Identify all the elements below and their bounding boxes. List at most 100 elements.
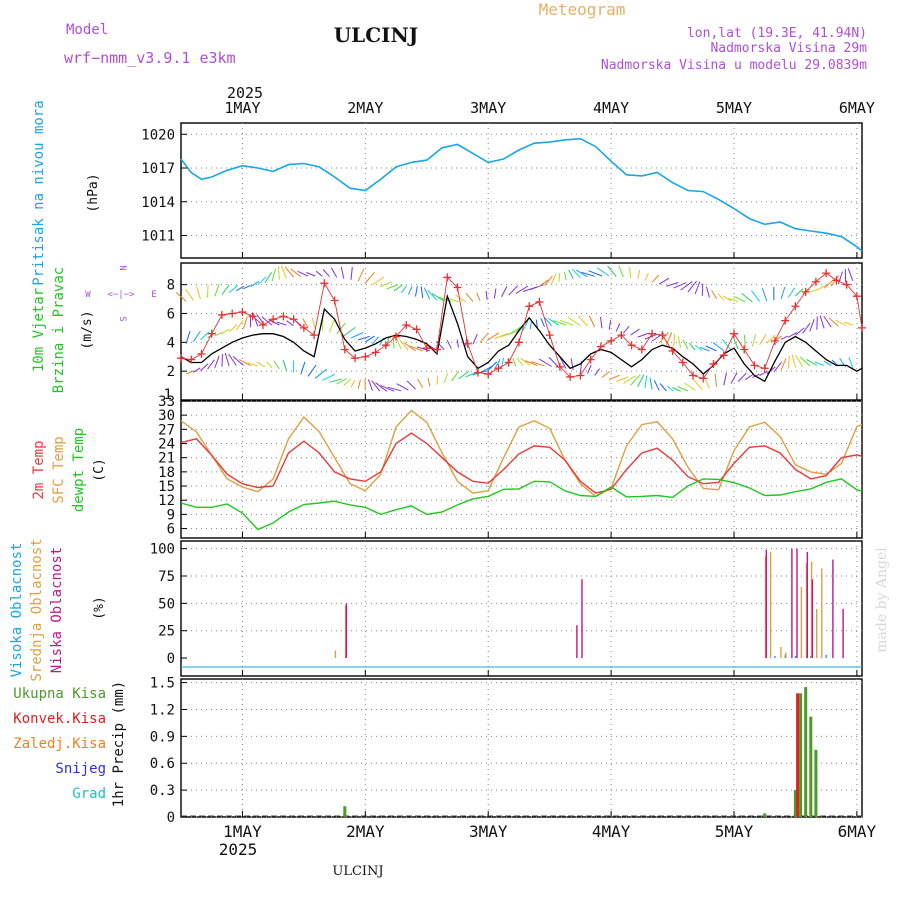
wind-arrow: [608, 319, 612, 330]
gust-marker: [811, 277, 820, 286]
wind-arrow: [750, 290, 761, 302]
gust-marker: [473, 368, 482, 377]
dewpoint-line: [180, 478, 863, 531]
precip-bar: [343, 806, 347, 817]
wind-arrow: [221, 328, 230, 335]
temperature-tick-label: 6: [167, 522, 175, 538]
gust-marker: [504, 358, 513, 367]
wind-arrow: [837, 271, 843, 285]
bottom-year-label: 2025: [219, 840, 258, 859]
wind-arrow: [330, 267, 338, 278]
precip-legend-item: Snijeg: [55, 761, 106, 777]
wind-arrow: [386, 284, 398, 290]
wind-arrow: [780, 335, 789, 340]
temp-label-sfc: SFC Temp: [51, 436, 67, 503]
gust-marker: [627, 341, 636, 350]
wind-arrow: [544, 275, 553, 286]
cloud-ticks: 0 25 50 75 100: [150, 542, 175, 667]
wind-tick-label: 2: [167, 364, 175, 380]
wind-arrow: [277, 266, 280, 280]
wind-arrow: [214, 283, 220, 297]
wind-tick-label: 6: [167, 306, 175, 322]
wind-speed-line: [180, 293, 863, 383]
gust-marker: [207, 329, 216, 338]
clouds-tick-label: 25: [158, 624, 175, 640]
wind-arrow: [535, 319, 538, 328]
gust-marker: [678, 358, 687, 367]
wind-arrow: [522, 320, 529, 332]
wind-arrow: [228, 285, 238, 294]
gust-marker: [719, 351, 728, 360]
wind-arrow: [321, 317, 324, 331]
wind-direction-arrows: [175, 265, 854, 392]
precip-bar: [814, 749, 818, 817]
wind-arrow: [399, 339, 409, 351]
wind-arrow: [365, 335, 375, 343]
wind-arrow: [823, 279, 834, 289]
gust-marker: [709, 359, 718, 368]
wind-arrow: [302, 318, 309, 328]
wind-arrow: [651, 274, 660, 283]
gust-marker: [689, 371, 698, 380]
wind-arrow: [564, 271, 567, 281]
wind-arrow: [423, 287, 431, 300]
precip-tick-label: 0: [167, 810, 175, 826]
wind-arrow: [486, 332, 499, 341]
wind-arrow: [427, 377, 431, 387]
gust-marker: [760, 364, 769, 373]
wind-arrow: [427, 289, 438, 301]
gust-marker: [658, 331, 667, 340]
wind-arrow: [717, 293, 725, 301]
wind-arrow: [537, 279, 549, 288]
wind-arrow: [732, 336, 739, 350]
gust-marker: [258, 321, 267, 330]
wind-arrow: [695, 345, 703, 352]
top-day-label: 2MAY: [347, 99, 383, 117]
wind-arrow: [540, 318, 545, 327]
wind-arrow: [558, 272, 561, 282]
wind-arrow: [630, 374, 641, 386]
wind-arrow: [538, 358, 552, 367]
wind-arrow: [616, 376, 629, 382]
wind-arrow: [795, 327, 805, 336]
wind-arrow: [472, 333, 478, 345]
product-title: Meteogram: [539, 0, 626, 19]
wind-arrow: [336, 378, 347, 385]
bottom-day-label: 2MAY: [346, 822, 385, 841]
wind-arrow: [759, 370, 768, 377]
wind-arrow: [322, 373, 336, 381]
temperature-tick-label: 30: [158, 408, 175, 424]
panel-grids: [180, 122, 863, 818]
gust-marker: [525, 302, 534, 311]
wind-arrow: [284, 266, 294, 278]
wind-arrow: [693, 378, 703, 390]
wind-arrow: [282, 360, 287, 371]
wind-arrow: [417, 378, 424, 389]
wind-arrow: [247, 362, 258, 367]
wind-arrow: [600, 316, 603, 329]
wind-arrow: [730, 372, 738, 384]
wind-arrow: [387, 386, 402, 392]
wind-unit: (m/s): [80, 310, 95, 349]
precip-frame: [180, 678, 863, 818]
wind-arrow: [644, 333, 658, 340]
pressure-unit: (hPa): [86, 173, 101, 212]
wind-arrow: [544, 317, 553, 327]
wind-arrow: [795, 288, 804, 297]
wind-arrow: [672, 387, 681, 392]
bottom-day-label: 3MAY: [469, 822, 508, 841]
wind-arrow: [306, 272, 316, 277]
gust-marker: [596, 342, 605, 351]
gust-marker: [310, 331, 319, 340]
wind-arrow: [524, 360, 538, 366]
wind-arrow: [714, 373, 718, 387]
wind-arrow: [451, 370, 460, 382]
precip-tick-label: 0.6: [150, 756, 175, 772]
wind-arrow: [207, 359, 215, 370]
wind-arrow: [623, 375, 636, 384]
wind-arrow: [185, 288, 194, 301]
wind-arrow: [658, 277, 670, 285]
gust-marker: [422, 344, 431, 353]
sfc-temp-line: [180, 409, 863, 498]
compass-n-label: N: [117, 265, 127, 270]
